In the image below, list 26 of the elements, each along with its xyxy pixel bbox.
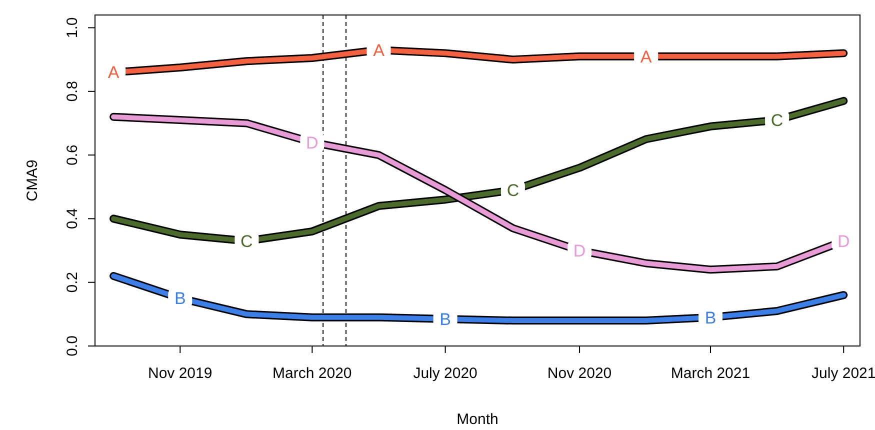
text: D [306, 133, 318, 152]
x-tick-label: March 2020 [272, 365, 352, 382]
x-tick-label: March 2021 [670, 365, 750, 382]
x-tick-label: July 2020 [413, 365, 478, 382]
y-tick-label: 0.0 [64, 336, 81, 356]
x-tick-label: Nov 2020 [547, 365, 612, 382]
text: A [640, 47, 652, 66]
text: D [573, 241, 586, 260]
text: C [506, 181, 520, 200]
y-tick-label: 0.4 [64, 208, 81, 230]
y-tick-label: 0.2 [64, 272, 81, 293]
y-tick-label: 1.0 [64, 17, 81, 38]
y-tick-label: 0.6 [64, 144, 81, 166]
text: A [108, 63, 120, 82]
y-axis-title: CMA9 [24, 160, 41, 202]
series-label: A [373, 40, 386, 60]
text: C [240, 232, 253, 251]
y-tick-label: 0.8 [64, 80, 81, 102]
series-label: C [770, 110, 784, 130]
x-tick-label: July 2021 [812, 365, 875, 382]
x-tick-label: Nov 2019 [148, 365, 212, 382]
series-label: D [837, 232, 850, 251]
x-axis-title: Month [456, 411, 498, 428]
series-label: B [704, 308, 716, 328]
text: B [440, 310, 451, 329]
text: B [174, 289, 186, 308]
